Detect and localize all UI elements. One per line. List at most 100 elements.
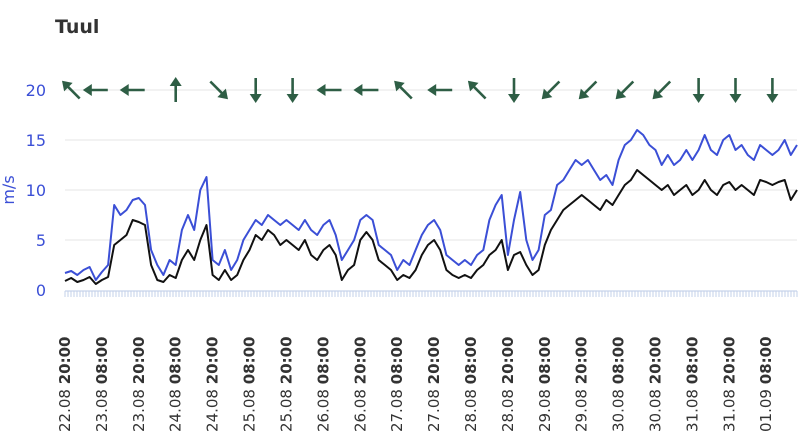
arrow-shaft [398,85,413,100]
x-tick-time: 20:00 [204,337,222,385]
x-tick-time: 08:00 [241,336,259,384]
x-tick-label-1: 23.08 08:00 [93,337,111,432]
x-tick-time: 08:00 [462,337,480,385]
arrow-shaft [546,80,561,95]
x-tick-date: 31.08 [683,384,701,432]
x-tick-date: 22.08 [56,384,74,432]
arrow-shaft [583,80,598,95]
arrow-shaft [657,80,672,95]
direction-arrow-icon [467,80,487,100]
arrow-head [316,84,326,96]
direction-arrow-icon [209,80,228,100]
x-tick-label-16: 30.08 20:00 [647,337,665,432]
direction-arrow-icon [62,80,81,100]
x-tick-time: 20:00 [720,336,738,384]
x-tick-time: 08:00 [536,337,554,385]
x-tick-date: 27.08 [425,384,443,432]
arrow-head [766,94,779,103]
x-tick-label-19: 01.09 08:00 [757,336,775,431]
x-tick-label-0: 22.08 20:00 [56,337,74,432]
x-tick-date: 29.08 [536,384,554,432]
arrow-head [692,94,705,103]
direction-arrow-icon [615,80,635,100]
x-tick-date: 25.08 [241,384,259,432]
direction-arrow-icon [353,84,379,96]
x-tick-date: 30.08 [647,384,665,432]
series-line-0 [64,129,798,281]
x-tick-date: 23.08 [93,384,111,432]
direction-arrow-icon [541,80,561,100]
arrow-head [249,94,262,103]
arrow-head [394,80,405,92]
y-tick-label-4: 20 [26,81,46,100]
x-tick-time: 20:00 [130,337,148,385]
y-tick-label-1: 5 [36,231,46,250]
x-tick-date: 30.08 [610,384,628,432]
x-tick-time: 20:00 [647,337,665,385]
direction-arrow-icon [286,78,299,103]
direction-arrow-icon [692,78,705,103]
x-tick-time: 20:00 [573,337,591,385]
x-tick-label-3: 24.08 08:00 [167,337,185,432]
direction-arrow-icon [169,77,182,102]
x-tick-label-2: 23.08 20:00 [130,337,148,432]
x-tick-time: 08:00 [388,337,406,385]
direction-arrow-icon [652,80,672,100]
arrow-head [578,88,590,100]
direction-arrow-icon [394,80,413,100]
arrow-head [353,84,363,96]
direction-arrow-icon [82,84,108,96]
x-tick-label-6: 25.08 20:00 [277,336,295,431]
x-tick-time: 08:00 [683,337,701,385]
x-tick-label-13: 29.08 08:00 [536,337,554,432]
arrow-head [82,84,92,96]
x-tick-time: 20:00 [56,337,74,385]
x-tick-time: 08:00 [314,337,332,385]
direction-arrow-icon [249,78,262,103]
arrow-head [286,94,299,103]
arrow-head [119,84,129,96]
x-tick-label-8: 26.08 20:00 [351,337,369,432]
y-tick-label-2: 10 [26,181,46,200]
y-tick-label-3: 15 [26,131,46,150]
arrow-head [169,77,182,86]
x-tick-time: 20:00 [277,336,295,384]
direction-arrow-icon [316,84,342,96]
arrow-head [541,88,553,100]
x-tick-date: 25.08 [277,384,295,432]
x-tick-label-17: 31.08 08:00 [683,337,701,432]
arrow-head [615,88,627,100]
arrow-head [508,94,520,103]
x-tick-label-11: 28.08 08:00 [462,337,480,432]
arrow-head [62,80,73,92]
arrow-shaft [66,85,81,100]
x-tick-date: 01.09 [757,384,775,432]
x-tick-label-10: 27.08 20:00 [425,337,443,432]
arrow-head [652,88,664,100]
series-line-1 [64,169,798,285]
arrow-head [729,94,742,103]
y-tick-label-0: 0 [36,281,46,300]
direction-arrow-icon [427,84,453,96]
x-tick-label-15: 30.08 08:00 [610,337,628,432]
arrow-head [217,88,228,100]
x-tick-date: 26.08 [351,384,369,432]
direction-arrow-icon [119,84,145,96]
x-tick-date: 24.08 [167,384,185,432]
x-tick-time: 20:00 [499,337,517,385]
x-tick-date: 23.08 [130,384,148,432]
x-tick-time: 08:00 [167,337,185,385]
chart-title: Tuul [55,16,100,38]
x-tick-date: 28.08 [462,384,480,432]
x-tick-time: 20:00 [425,337,443,385]
direction-arrow-icon [508,78,520,103]
x-tick-label-7: 26.08 08:00 [314,337,332,432]
arrow-head [427,84,437,96]
arrow-shaft [620,80,635,95]
x-tick-label-14: 29.08 20:00 [573,337,591,432]
x-tick-label-9: 27.08 08:00 [388,337,406,432]
direction-arrow-icon [766,78,779,103]
x-tick-date: 28.08 [499,384,517,432]
